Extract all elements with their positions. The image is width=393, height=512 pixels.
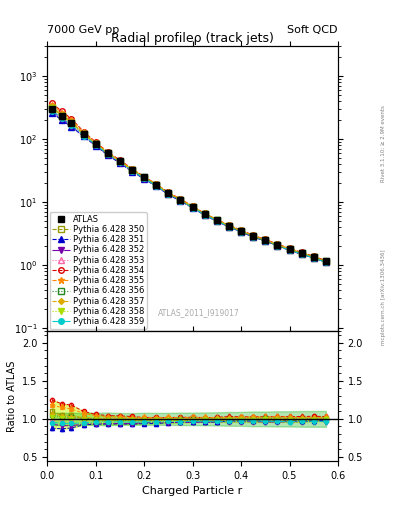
- Text: 7000 GeV pp: 7000 GeV pp: [47, 25, 119, 35]
- Text: mcplots.cern.ch [arXiv:1306.3436]: mcplots.cern.ch [arXiv:1306.3436]: [381, 249, 386, 345]
- Text: Soft QCD: Soft QCD: [288, 25, 338, 35]
- Text: ATLAS_2011_I919017: ATLAS_2011_I919017: [158, 308, 239, 317]
- Text: Rivet 3.1.10; ≥ 2.9M events: Rivet 3.1.10; ≥ 2.9M events: [381, 105, 386, 182]
- Legend: ATLAS, Pythia 6.428 350, Pythia 6.428 351, Pythia 6.428 352, Pythia 6.428 353, P: ATLAS, Pythia 6.428 350, Pythia 6.428 35…: [50, 212, 147, 329]
- X-axis label: Charged Particle r: Charged Particle r: [142, 486, 243, 496]
- Title: Radial profileρ (track jets): Radial profileρ (track jets): [111, 32, 274, 45]
- Y-axis label: Ratio to ATLAS: Ratio to ATLAS: [7, 360, 17, 432]
